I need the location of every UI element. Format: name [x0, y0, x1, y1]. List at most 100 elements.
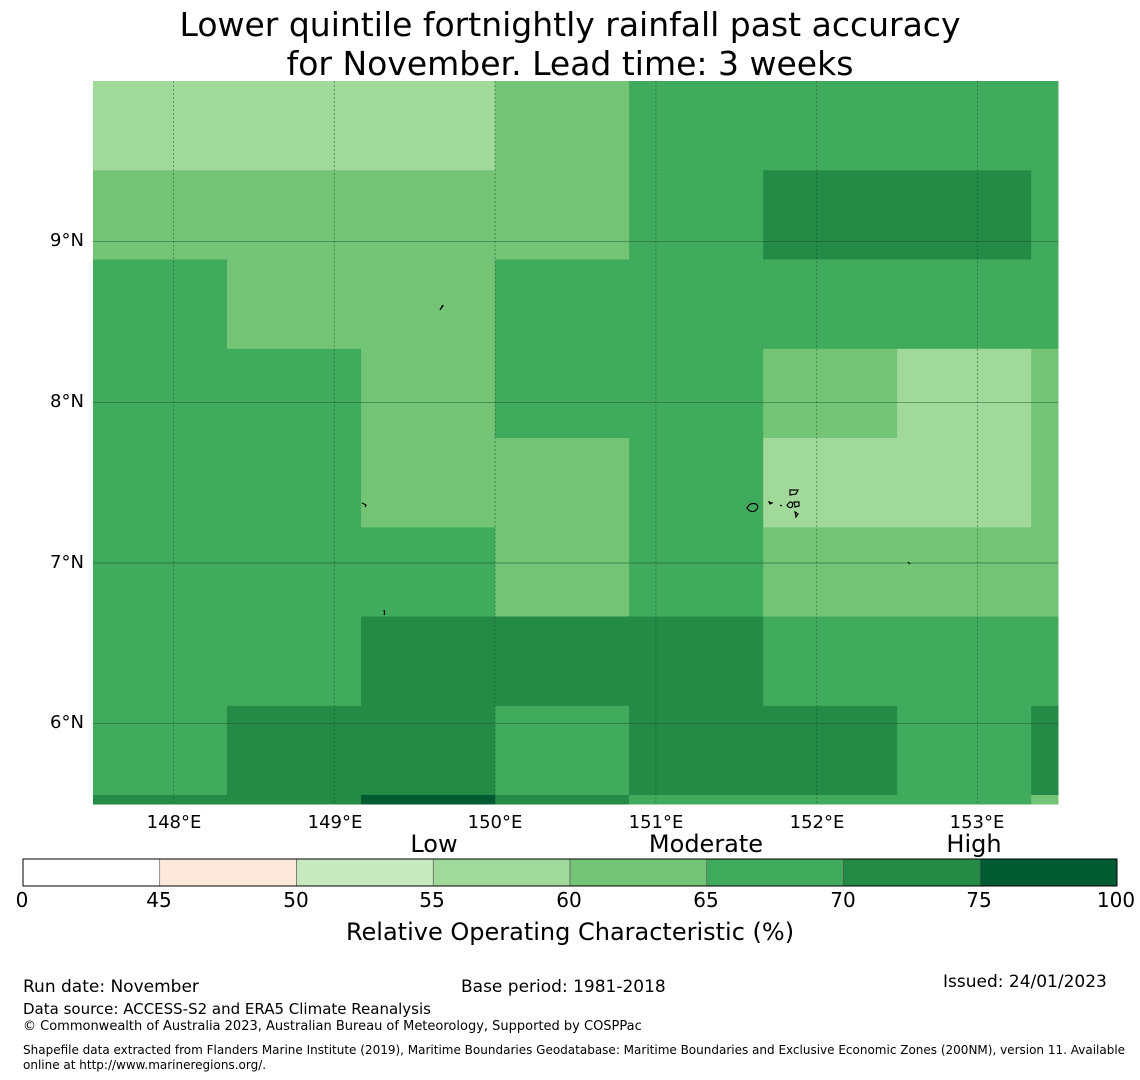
grid-cell [629, 527, 764, 618]
island-outline [383, 609, 386, 616]
grid-cell [226, 170, 362, 261]
colorbar [22, 858, 1118, 887]
grid-cell [361, 170, 496, 261]
category-moderate: Moderate [648, 830, 764, 858]
grid-cell [495, 438, 630, 528]
copyright-notice: © Commonwealth of Australia 2023, Austra… [23, 1019, 642, 1034]
island-outline [793, 501, 800, 508]
grid-cell [226, 705, 362, 796]
grid-cell [226, 348, 362, 439]
grid-cell [629, 795, 764, 805]
lon-label: 151°E [628, 812, 684, 833]
grid-cell [629, 259, 764, 350]
grid-cell [361, 705, 496, 796]
lon-label: 150°E [467, 812, 523, 833]
grid-cell [763, 527, 898, 618]
grid-cell [1031, 705, 1059, 796]
island-outline [767, 500, 774, 505]
lat-label: 6°N [50, 712, 84, 733]
grid-cell [361, 259, 496, 350]
grid-cell [763, 170, 898, 261]
shapefile-credit-line-1: Shapefile data extracted from Flanders M… [23, 1043, 1126, 1057]
colorbar-segment [159, 858, 297, 887]
issued-date: Issued: 24/01/2023 [943, 972, 1107, 992]
graticule [93, 81, 1058, 804]
grid-cell [93, 527, 228, 618]
grid-cell [495, 170, 630, 261]
colorbar-outline [22, 858, 1118, 887]
grid-cell [629, 81, 764, 171]
grid-cell [361, 81, 496, 171]
grid-cell [495, 348, 630, 439]
grid-cell [897, 527, 1032, 618]
colorbar-segment [843, 858, 981, 887]
grid-cell [226, 259, 362, 350]
grid-cell [1031, 348, 1059, 439]
colorbar-tick: 60 [556, 888, 582, 912]
grid-cell [1031, 170, 1059, 261]
grid-cell [897, 170, 1032, 261]
grid-cell [763, 348, 898, 439]
grid-cell [763, 616, 898, 707]
grid-cell [1031, 81, 1059, 171]
colorbar-tick: 45 [146, 888, 172, 912]
grid-cell [93, 259, 228, 350]
colorbar-label: Relative Operating Characteristic (%) [345, 918, 795, 946]
grid-cell [763, 81, 898, 171]
grid-cell [897, 616, 1032, 707]
grid-cell [1031, 616, 1059, 707]
grid-cell [897, 259, 1032, 350]
grid-cell [226, 795, 362, 805]
colorbar-tick: 65 [693, 888, 719, 912]
lat-label: 9°N [50, 230, 84, 251]
grid-cell [226, 616, 362, 707]
grid-cell [361, 438, 496, 528]
grid-cell [1031, 527, 1059, 618]
island-outline [907, 561, 911, 565]
grid-cell [629, 705, 764, 796]
grid-cell [495, 795, 630, 805]
grid-cell [897, 81, 1032, 171]
colorbar-tick: 55 [419, 888, 445, 912]
category-low: Low [410, 830, 458, 858]
grid-cell [897, 438, 1032, 528]
colorbar-tick: 0 [15, 888, 29, 912]
run-date: Run date: November [23, 977, 199, 997]
colorbar-tick: 70 [830, 888, 856, 912]
grid-cell [495, 616, 630, 707]
grid-cell [361, 348, 496, 439]
grid-cell [93, 705, 228, 796]
shapefile-credit-line-2: online at http://www.marineregions.org/. [23, 1058, 267, 1072]
lat-label: 7°N [50, 552, 84, 573]
grid-cell [1031, 438, 1059, 528]
island-outline [786, 501, 794, 509]
grid-cell [226, 81, 362, 171]
grid-cell [93, 170, 228, 261]
island-outline [746, 502, 759, 513]
grid-cell [361, 795, 496, 805]
lon-label: 148°E [146, 812, 202, 833]
grid-cell [897, 705, 1032, 796]
grid-cell [361, 616, 496, 707]
lat-label: 8°N [50, 391, 84, 412]
grid-cell [495, 81, 630, 171]
grid-cell [93, 438, 228, 528]
colorbar-tick: 50 [283, 888, 309, 912]
grid-cell [93, 616, 228, 707]
island-outline [361, 502, 367, 508]
lon-label: 149°E [307, 812, 363, 833]
grid-cell [226, 527, 362, 618]
island-outline [789, 489, 799, 496]
colorbar-tick: 100 [1096, 888, 1136, 912]
category-high: High [946, 830, 1002, 858]
rainfall-grid [93, 81, 1059, 805]
grid-cell [629, 348, 764, 439]
colorbar-segment [706, 858, 844, 887]
colorbar-segment [979, 858, 1118, 887]
base-period: Base period: 1981-2018 [461, 977, 666, 997]
island-outline [439, 304, 444, 311]
grid-cell [1031, 259, 1059, 350]
colorbar-tick: 75 [966, 888, 992, 912]
colorbar-segment [22, 858, 161, 887]
